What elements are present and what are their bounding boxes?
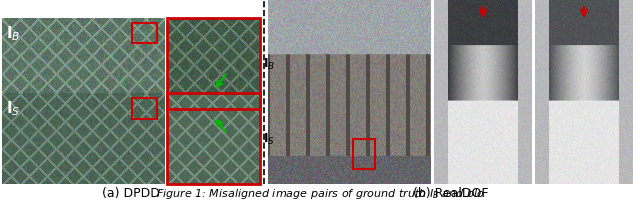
Bar [132, 24, 157, 44]
Text: (a) DPDD: (a) DPDD [102, 186, 160, 199]
Text: (b) RealDOF: (b) RealDOF [413, 186, 488, 199]
Text: $\mathbf{I}_S$: $\mathbf{I}_S$ [263, 132, 275, 146]
Text: $\mathbf{I}_S$: $\mathbf{I}_S$ [6, 99, 20, 118]
Bar [132, 99, 157, 119]
Bar [167, 19, 260, 109]
Text: Figure 1: Misaligned image pairs of ground truth $\mathbf{\mathit{I}}_B$ and blo: Figure 1: Misaligned image pairs of grou… [156, 186, 484, 200]
Bar [167, 94, 260, 184]
Text: $\mathbf{I}_B$: $\mathbf{I}_B$ [6, 24, 20, 43]
Bar [353, 139, 375, 169]
Text: $\mathbf{I}_B$: $\mathbf{I}_B$ [263, 57, 275, 72]
